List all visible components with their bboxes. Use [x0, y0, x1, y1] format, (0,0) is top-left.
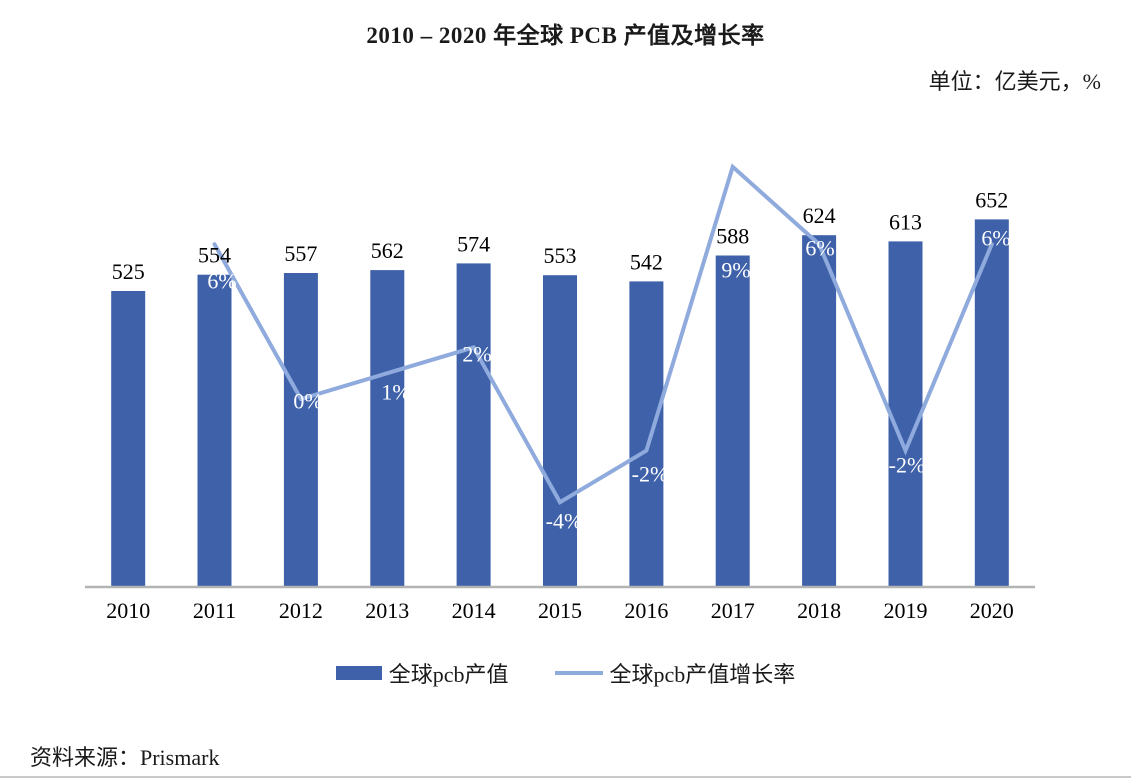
unit-label: 单位：亿美元，%	[928, 69, 1101, 94]
line-value-label-2016: -2%	[632, 462, 669, 487]
bar-2015	[543, 275, 577, 587]
bar-2016	[629, 281, 664, 587]
line-value-label-2015: -4%	[546, 509, 583, 534]
line-value-label-2017: 9%	[721, 258, 750, 283]
x-axis-label-2018: 2018	[797, 598, 841, 623]
bar-2012	[283, 273, 318, 587]
bar-2018	[802, 235, 837, 587]
bar-2019	[888, 241, 923, 587]
chart-title: 2010 – 2020 年全球 PCB 产值及增长率	[366, 23, 765, 48]
legend-line-label: 全球pcb产值增长率	[609, 662, 796, 687]
legend-item-line-series: 全球pcb产值增长率	[554, 657, 796, 689]
bar-2010	[111, 291, 146, 587]
bar-2020	[974, 219, 1009, 587]
bar-value-label-2010: 525	[112, 259, 145, 284]
line-value-label-2019: -2%	[889, 453, 926, 478]
bar-value-label-2016: 542	[630, 249, 663, 274]
bar-2013	[370, 270, 405, 587]
chart-legend: 全球pcb产值 全球pcb产值增长率	[0, 657, 1131, 689]
x-axis-label-2015: 2015	[538, 598, 582, 623]
line-series-swatch	[554, 671, 603, 675]
line-value-label-2012: 0%	[293, 389, 322, 414]
x-axis-label-2011: 2011	[193, 598, 236, 623]
bar-series-swatch	[335, 666, 382, 680]
legend-bar-label: 全球pcb产值	[388, 662, 509, 687]
x-axis-label-2014: 2014	[452, 598, 496, 623]
x-axis-label-2010: 2010	[106, 598, 150, 623]
bar-2011	[197, 274, 232, 587]
bar-value-label-2018: 624	[803, 203, 836, 228]
bar-value-label-2011: 554	[198, 243, 231, 268]
line-value-label-2011: 6%	[207, 269, 236, 294]
line-value-label-2020: 6%	[981, 226, 1010, 251]
bar-value-label-2013: 562	[371, 238, 404, 263]
x-axis-label-2019: 2019	[884, 598, 928, 623]
line-value-label-2018: 6%	[805, 236, 834, 261]
bar-value-label-2014: 574	[457, 231, 490, 256]
legend-item-bar-series: 全球pcb产值	[335, 657, 509, 689]
line-value-label-2013: 1%	[381, 380, 410, 405]
line-value-label-2014: 2%	[462, 342, 491, 367]
bar-value-label-2012: 557	[284, 241, 317, 266]
bar-2014	[456, 263, 491, 587]
x-axis-label-2013: 2013	[365, 598, 409, 623]
x-axis-label-2016: 2016	[624, 598, 668, 623]
source-label: 资料来源：Prismark	[30, 745, 220, 770]
bar-value-label-2019: 613	[889, 209, 922, 234]
growth-rate-line	[212, 163, 994, 505]
x-axis-label-2017: 2017	[711, 598, 755, 623]
bar-value-label-2015: 553	[544, 243, 577, 268]
x-axis-label-2020: 2020	[970, 598, 1014, 623]
x-axis-label-2012: 2012	[279, 598, 323, 623]
bar-value-label-2020: 652	[975, 187, 1008, 212]
bar-2017	[715, 255, 750, 587]
bar-value-label-2017: 588	[716, 224, 749, 249]
bottom-divider	[0, 776, 1131, 778]
